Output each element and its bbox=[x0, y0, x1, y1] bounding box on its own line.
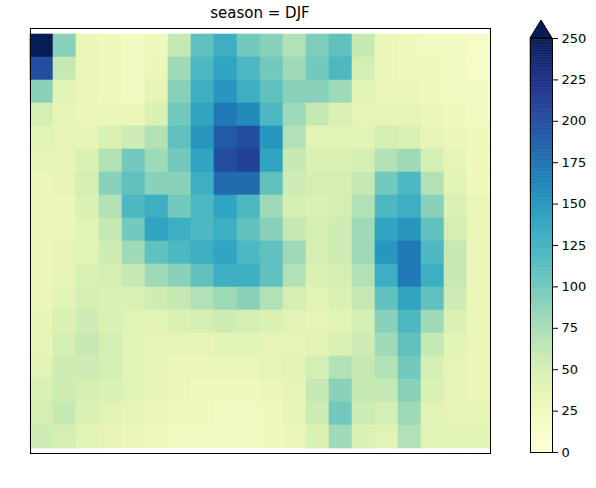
svg-text:250: 250 bbox=[562, 31, 587, 46]
html-text:season = DJF: season = DJF bbox=[210, 4, 310, 22]
svg-text:125: 125 bbox=[562, 238, 587, 253]
svg-text:25: 25 bbox=[562, 403, 579, 418]
svg-text:100: 100 bbox=[562, 279, 587, 294]
svg-text:175: 175 bbox=[562, 155, 587, 170]
svg-text:200: 200 bbox=[562, 113, 587, 128]
svg-text:0: 0 bbox=[562, 445, 570, 460]
svg-text:150: 150 bbox=[562, 196, 587, 211]
svg-text:75: 75 bbox=[562, 320, 579, 335]
svg-text:50: 50 bbox=[562, 362, 579, 377]
svg-text:225: 225 bbox=[562, 72, 587, 87]
